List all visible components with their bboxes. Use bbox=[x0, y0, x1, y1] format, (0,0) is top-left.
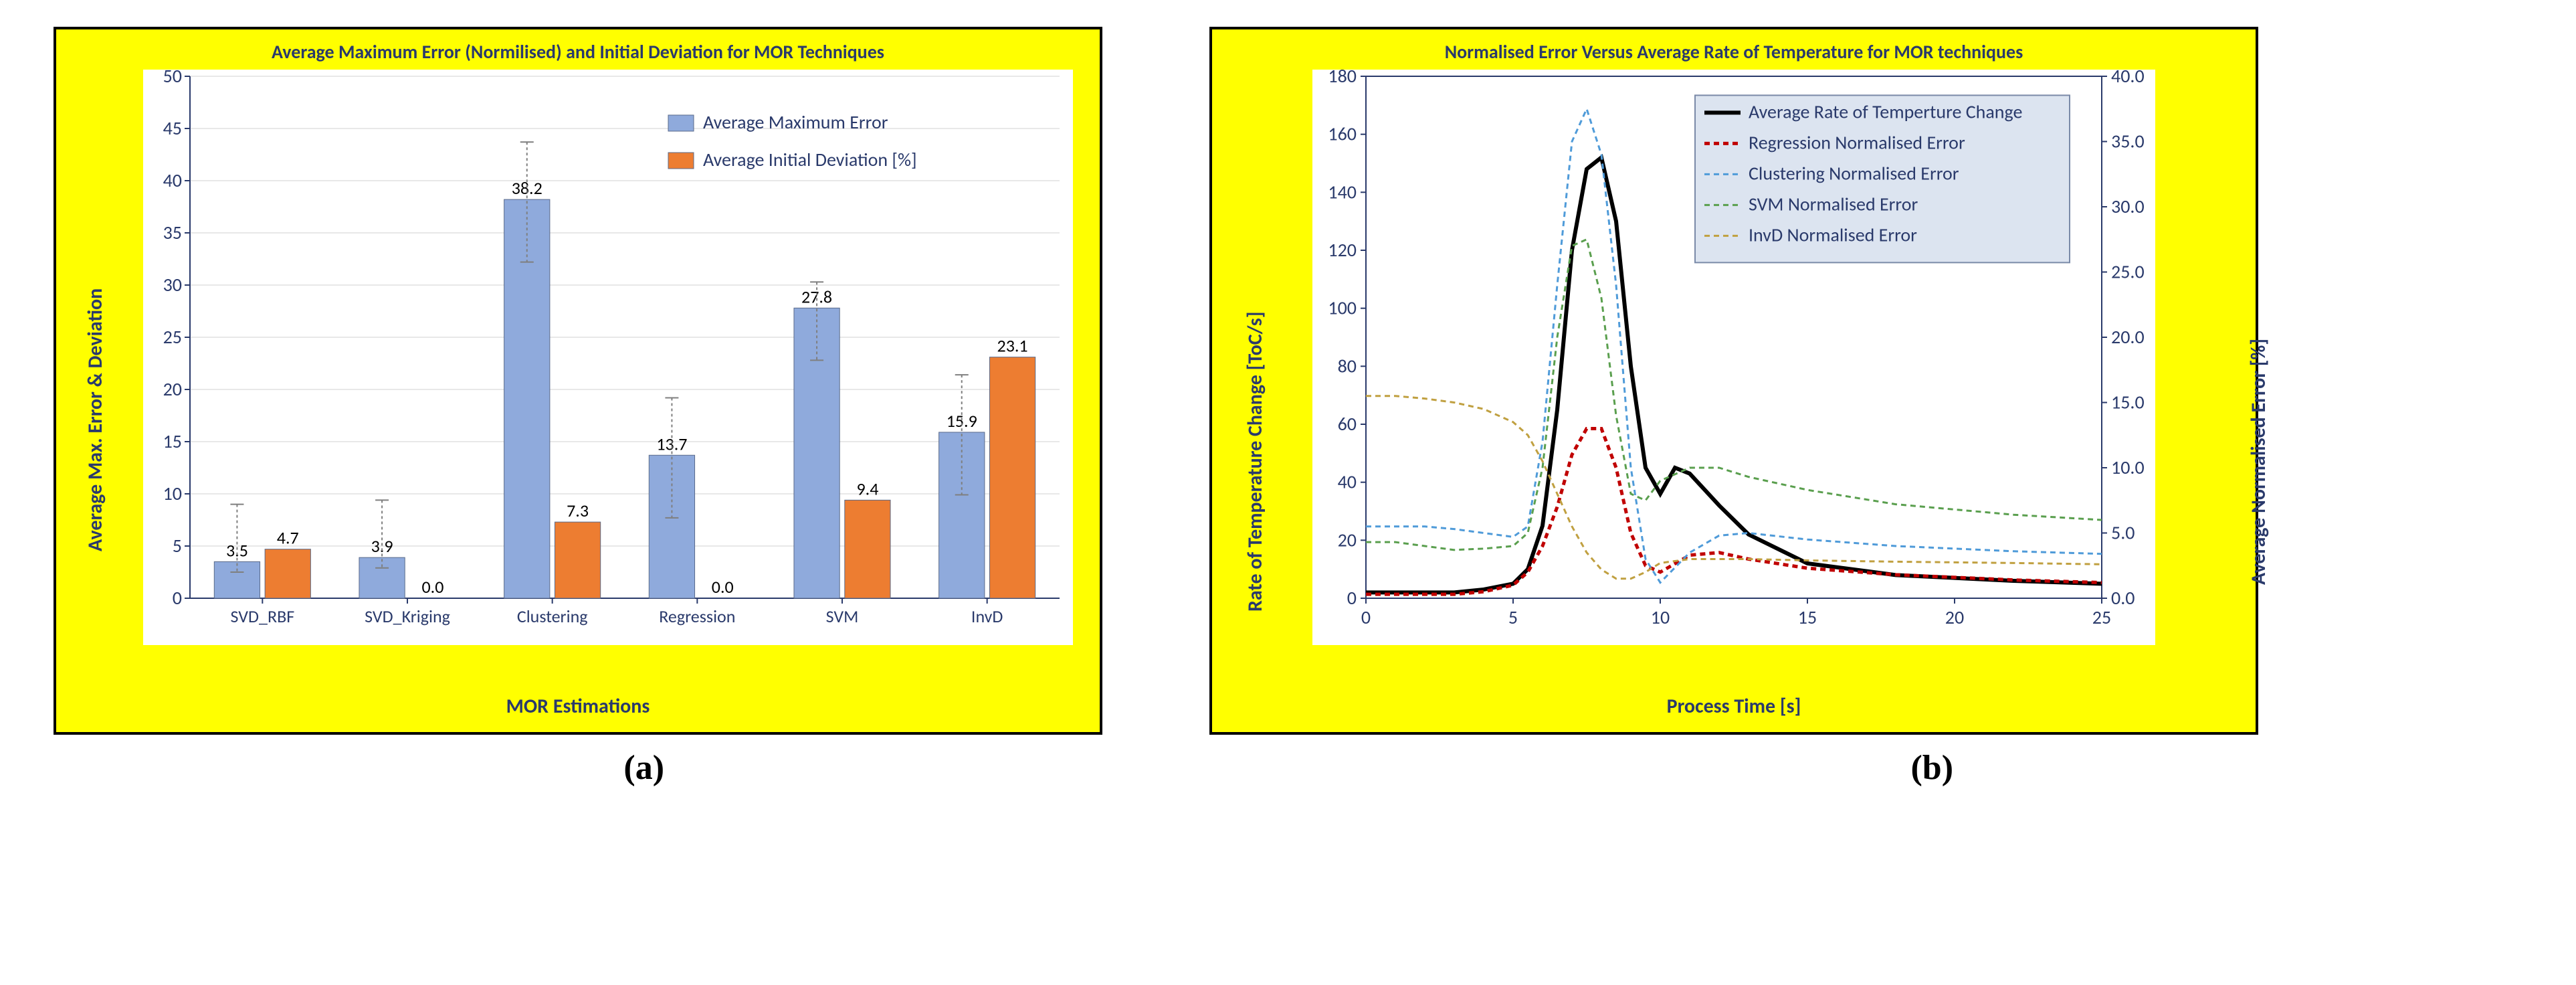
caption-a: (a) bbox=[54, 748, 1235, 788]
figure-row: Average Maximum Error (Normilised) and I… bbox=[0, 0, 2576, 748]
svg-text:25.0: 25.0 bbox=[2111, 260, 2145, 284]
chart-b-title: Normalised Error Versus Average Rate of … bbox=[1212, 40, 2256, 64]
svg-text:Average Maximum Error: Average Maximum Error bbox=[703, 110, 888, 134]
svg-text:5.0: 5.0 bbox=[2111, 521, 2135, 545]
svg-text:40.0: 40.0 bbox=[2111, 70, 2145, 88]
svg-text:0: 0 bbox=[1361, 606, 1371, 629]
svg-text:10: 10 bbox=[163, 482, 182, 505]
svg-text:SVD_Kriging: SVD_Kriging bbox=[365, 606, 450, 627]
svg-text:23.1: 23.1 bbox=[997, 335, 1028, 357]
svg-text:45: 45 bbox=[163, 116, 182, 140]
chart-a-ylabel: Average Max. Error & Deviation bbox=[83, 288, 108, 551]
svg-text:30.0: 30.0 bbox=[2111, 195, 2145, 218]
svg-text:15.0: 15.0 bbox=[2111, 391, 2145, 414]
svg-text:30: 30 bbox=[163, 273, 182, 296]
svg-text:15: 15 bbox=[1798, 606, 1817, 629]
chart-a-xlabel: MOR Estimations bbox=[56, 694, 1100, 719]
svg-text:4.7: 4.7 bbox=[277, 527, 299, 549]
svg-text:100: 100 bbox=[1328, 296, 1357, 320]
svg-text:25: 25 bbox=[163, 325, 182, 349]
svg-text:SVM: SVM bbox=[826, 606, 859, 627]
svg-text:140: 140 bbox=[1328, 180, 1357, 203]
svg-text:5: 5 bbox=[173, 534, 182, 557]
svg-text:0: 0 bbox=[173, 586, 182, 610]
svg-text:40: 40 bbox=[163, 169, 182, 192]
svg-text:Average Initial Deviation [%]: Average Initial Deviation [%] bbox=[703, 148, 917, 171]
chart-a-title: Average Maximum Error (Normilised) and I… bbox=[56, 40, 1100, 64]
svg-text:35.0: 35.0 bbox=[2111, 130, 2145, 153]
svg-text:9.4: 9.4 bbox=[856, 478, 878, 499]
svg-text:20: 20 bbox=[1338, 528, 1357, 551]
svg-text:7.3: 7.3 bbox=[567, 500, 589, 521]
svg-text:0.0: 0.0 bbox=[712, 576, 734, 598]
svg-text:0: 0 bbox=[1347, 586, 1357, 610]
svg-text:35: 35 bbox=[163, 221, 182, 244]
chart-b-ylabel-right: Average Normalised Error [%] bbox=[2246, 339, 2271, 585]
svg-text:20: 20 bbox=[1945, 606, 1964, 629]
caption-row: (a) (b) bbox=[0, 748, 2576, 814]
svg-text:180: 180 bbox=[1328, 70, 1357, 88]
svg-text:Regression Normalised Error: Regression Normalised Error bbox=[1749, 130, 1965, 154]
svg-text:Clustering: Clustering bbox=[517, 606, 588, 627]
svg-text:Regression: Regression bbox=[659, 606, 735, 627]
caption-b: (b) bbox=[1342, 748, 2523, 788]
svg-text:10: 10 bbox=[1651, 606, 1670, 629]
chart-b-ylabel-left: Rate of Temperature Change [ToC/s] bbox=[1243, 312, 1268, 612]
svg-text:160: 160 bbox=[1328, 122, 1357, 146]
svg-text:60: 60 bbox=[1338, 412, 1357, 436]
svg-text:Clustering Normalised Error: Clustering Normalised Error bbox=[1749, 161, 1959, 185]
svg-text:80: 80 bbox=[1338, 354, 1357, 377]
svg-text:40: 40 bbox=[1338, 470, 1357, 494]
chart-b-plot: 0204060801001201401601800.05.010.015.020… bbox=[1312, 70, 2155, 645]
chart-b-xlabel: Process Time [s] bbox=[1212, 694, 2256, 719]
svg-text:InvD Normalised Error: InvD Normalised Error bbox=[1749, 223, 1917, 246]
svg-text:20.0: 20.0 bbox=[2111, 325, 2145, 349]
svg-text:SVM Normalised Error: SVM Normalised Error bbox=[1749, 192, 1918, 215]
svg-text:0.0: 0.0 bbox=[421, 576, 443, 598]
svg-text:InvD: InvD bbox=[971, 606, 1003, 627]
svg-text:10.0: 10.0 bbox=[2111, 456, 2145, 479]
svg-text:15: 15 bbox=[163, 430, 182, 453]
svg-text:25: 25 bbox=[2092, 606, 2111, 629]
svg-text:5: 5 bbox=[1508, 606, 1518, 629]
svg-text:120: 120 bbox=[1328, 238, 1357, 262]
panel-a: Average Maximum Error (Normilised) and I… bbox=[54, 27, 1102, 735]
svg-text:Average Rate of Temperture Cha: Average Rate of Temperture Change bbox=[1749, 100, 2022, 123]
chart-a-plot: 05101520253035404550SVD_RBF3.54.7SVD_Kri… bbox=[143, 70, 1073, 645]
svg-text:20: 20 bbox=[163, 377, 182, 401]
svg-text:0.0: 0.0 bbox=[2111, 586, 2135, 610]
panel-b: Normalised Error Versus Average Rate of … bbox=[1209, 27, 2258, 735]
svg-text:SVD_RBF: SVD_RBF bbox=[230, 606, 294, 627]
svg-text:50: 50 bbox=[163, 70, 182, 88]
